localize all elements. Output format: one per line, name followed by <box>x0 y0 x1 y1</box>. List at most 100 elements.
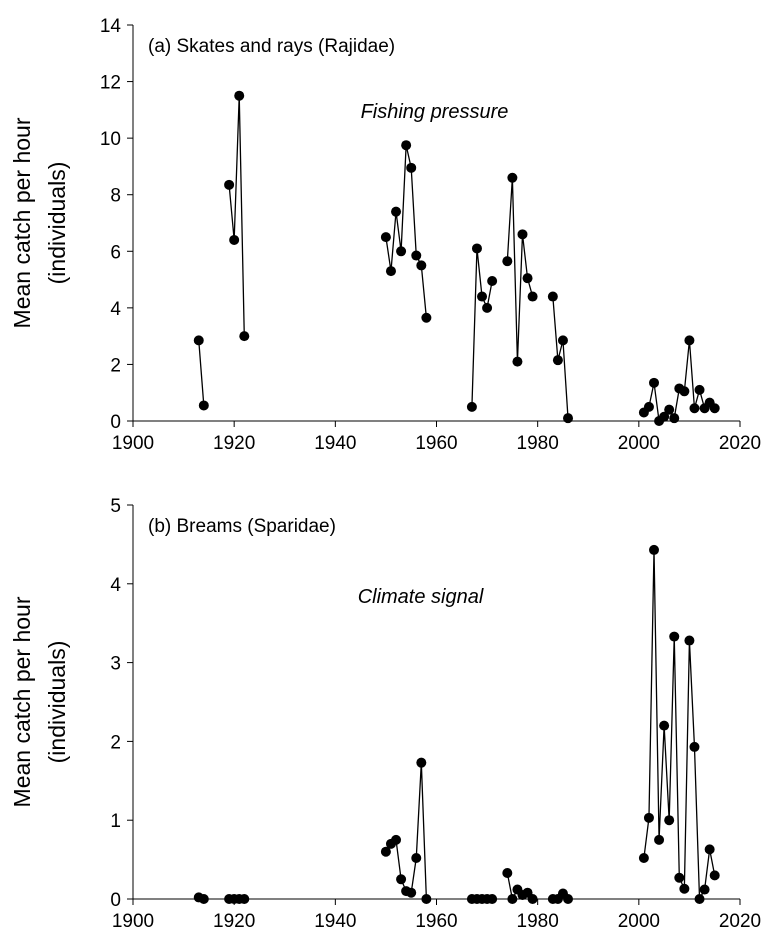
data-point <box>380 232 391 243</box>
data-point <box>224 179 235 190</box>
data-point <box>512 356 523 367</box>
data-point <box>674 872 685 883</box>
data-point <box>502 867 513 878</box>
y-axis-label: (individuals) <box>44 162 70 285</box>
data-point <box>654 834 665 845</box>
data-point <box>198 400 209 411</box>
y-tick-label: 0 <box>110 412 121 433</box>
annotation: Fishing pressure <box>361 101 509 123</box>
y-tick-label: 14 <box>100 16 122 37</box>
data-point <box>416 260 427 271</box>
x-tick-label: 1920 <box>213 433 255 454</box>
x-tick-label: 1940 <box>314 433 356 454</box>
data-point <box>517 229 528 240</box>
data-point <box>477 291 488 302</box>
data-point <box>643 812 654 823</box>
x-tick-label: 1980 <box>517 911 559 932</box>
panel-title: (a) Skates and rays (Rajidae) <box>148 36 395 57</box>
data-point <box>689 741 700 752</box>
data-point <box>669 631 680 642</box>
y-axis-label: Mean catch per hour <box>9 596 35 807</box>
data-point <box>684 635 695 646</box>
data-point <box>664 404 675 415</box>
data-point <box>638 853 649 864</box>
data-point <box>385 266 396 277</box>
y-tick-label: 2 <box>110 355 121 376</box>
y-tick-label: 12 <box>100 73 121 94</box>
data-point <box>380 846 391 857</box>
data-point <box>396 246 407 257</box>
data-point <box>421 894 432 904</box>
data-point <box>466 401 477 412</box>
data-point <box>502 256 513 267</box>
data-point <box>421 312 432 323</box>
x-tick-label: 1960 <box>415 911 457 932</box>
data-point <box>694 894 705 904</box>
data-point <box>406 887 417 898</box>
y-tick-label: 0 <box>110 890 121 911</box>
data-point <box>563 413 574 424</box>
data-point <box>679 883 690 894</box>
data-point <box>229 234 240 245</box>
data-point <box>416 757 427 768</box>
data-point <box>709 870 720 881</box>
x-tick-label: 1940 <box>314 911 356 932</box>
data-point <box>649 544 660 555</box>
data-point <box>487 894 498 904</box>
data-point <box>694 384 705 395</box>
y-tick-label: 4 <box>110 299 121 320</box>
y-axis-label: (individuals) <box>44 641 70 764</box>
y-tick-label: 8 <box>110 186 121 207</box>
data-point <box>689 403 700 414</box>
data-point <box>659 411 670 422</box>
data-point <box>659 720 670 731</box>
data-point <box>643 401 654 412</box>
y-tick-label: 5 <box>110 496 121 517</box>
x-tick-label: 2000 <box>618 911 660 932</box>
y-tick-label: 1 <box>110 811 121 832</box>
x-tick-label: 1920 <box>213 911 255 932</box>
x-tick-label: 2020 <box>719 911 761 932</box>
x-tick-label: 1960 <box>415 433 457 454</box>
data-point <box>557 335 568 346</box>
data-point <box>406 162 417 173</box>
x-tick-label: 1900 <box>112 911 154 932</box>
data-point <box>411 853 422 864</box>
data-point <box>704 844 715 855</box>
x-tick-label: 2020 <box>719 433 761 454</box>
y-axis-label: Mean catch per hour <box>9 117 35 328</box>
data-point <box>563 894 574 904</box>
data-point <box>411 250 422 261</box>
data-point <box>198 894 209 904</box>
data-point <box>684 335 695 346</box>
annotation: Climate signal <box>358 586 484 608</box>
data-point <box>547 291 558 302</box>
data-point <box>234 90 245 101</box>
x-tick-label: 1900 <box>112 433 154 454</box>
y-tick-label: 3 <box>110 654 121 675</box>
data-point <box>391 206 402 217</box>
data-point <box>401 140 412 151</box>
y-tick-label: 4 <box>110 575 121 596</box>
data-point <box>396 874 407 885</box>
y-tick-label: 10 <box>100 129 121 150</box>
data-point <box>679 386 690 397</box>
data-point <box>239 331 250 342</box>
data-point <box>482 302 493 313</box>
x-tick-label: 2000 <box>618 433 660 454</box>
data-point <box>239 894 250 904</box>
x-tick-label: 1980 <box>517 433 559 454</box>
data-point <box>391 834 402 845</box>
data-point <box>471 243 482 254</box>
data-point <box>527 894 538 904</box>
data-line <box>198 95 716 423</box>
data-point <box>527 291 538 302</box>
data-point <box>522 273 533 284</box>
data-point <box>552 355 563 366</box>
data-point <box>507 894 518 904</box>
data-point <box>507 172 518 183</box>
y-tick-label: 6 <box>110 242 121 263</box>
panel-title: (b) Breams (Sparidae) <box>148 516 336 537</box>
data-point <box>193 335 204 346</box>
